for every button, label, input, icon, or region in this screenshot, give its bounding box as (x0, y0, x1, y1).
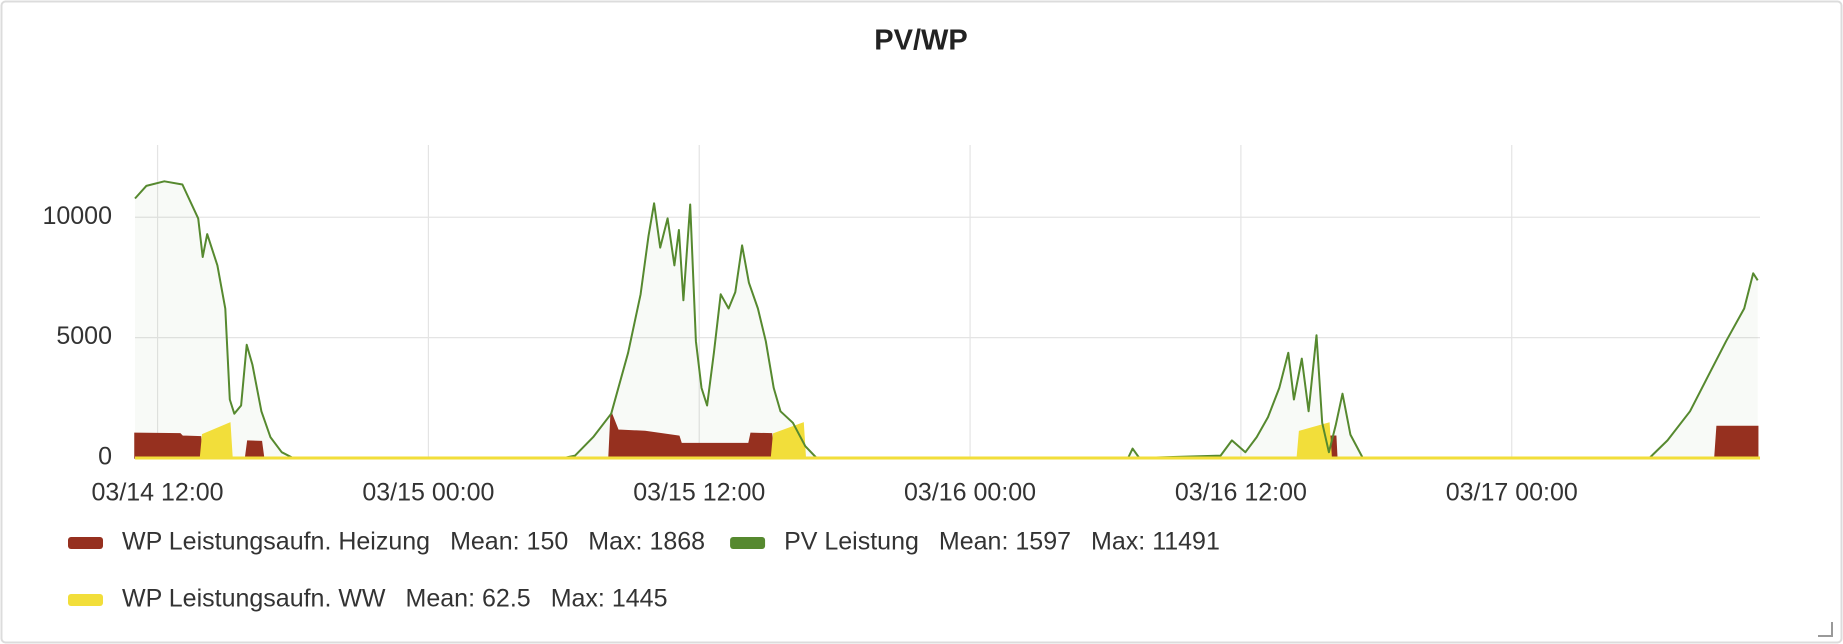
legend-stat-value: 62.5 (482, 585, 531, 613)
chart-title: PV/WP (874, 25, 967, 57)
legend-stat-label: Max: (1091, 528, 1145, 556)
legend-stat-value: 1445 (612, 585, 668, 613)
series-area (199, 422, 1333, 459)
legend-swatch (730, 537, 766, 549)
legend-label: WP Leistungsaufn. WW (122, 585, 386, 613)
legend-stat-label: Mean: (406, 585, 475, 613)
legend-label: WP Leistungsaufn. Heizung (122, 528, 430, 556)
legend-swatch (68, 594, 103, 606)
y-tick-label: 10000 (42, 202, 112, 230)
y-tick-label: 5000 (56, 322, 112, 350)
legend-swatch (68, 537, 103, 549)
legend-stat-value: 150 (527, 528, 569, 556)
series-line (134, 180, 1759, 459)
legend-stat-value: 1868 (649, 528, 705, 556)
legend-stat-value: 11491 (1152, 528, 1220, 556)
x-tick-label: 03/17 00:00 (1446, 479, 1578, 507)
x-tick-label: 03/15 00:00 (362, 479, 494, 507)
x-tick-label: 03/16 00:00 (904, 479, 1036, 507)
legend-stat-label: Max: (551, 585, 605, 613)
y-tick-label: 0 (98, 443, 112, 471)
x-tick-label: 03/14 12:00 (92, 479, 224, 507)
legend-stat-label: Mean: (450, 528, 519, 556)
legend-stat-label: Mean: (939, 528, 1008, 556)
legend-stat-value: 1597 (1015, 528, 1071, 556)
x-tick-label: 03/15 12:00 (633, 479, 765, 507)
legend-stat-label: Max: (588, 528, 642, 556)
resize-handle[interactable] (1818, 622, 1833, 637)
legend-label: PV Leistung (784, 528, 919, 556)
x-tick-label: 03/16 12:00 (1175, 479, 1307, 507)
